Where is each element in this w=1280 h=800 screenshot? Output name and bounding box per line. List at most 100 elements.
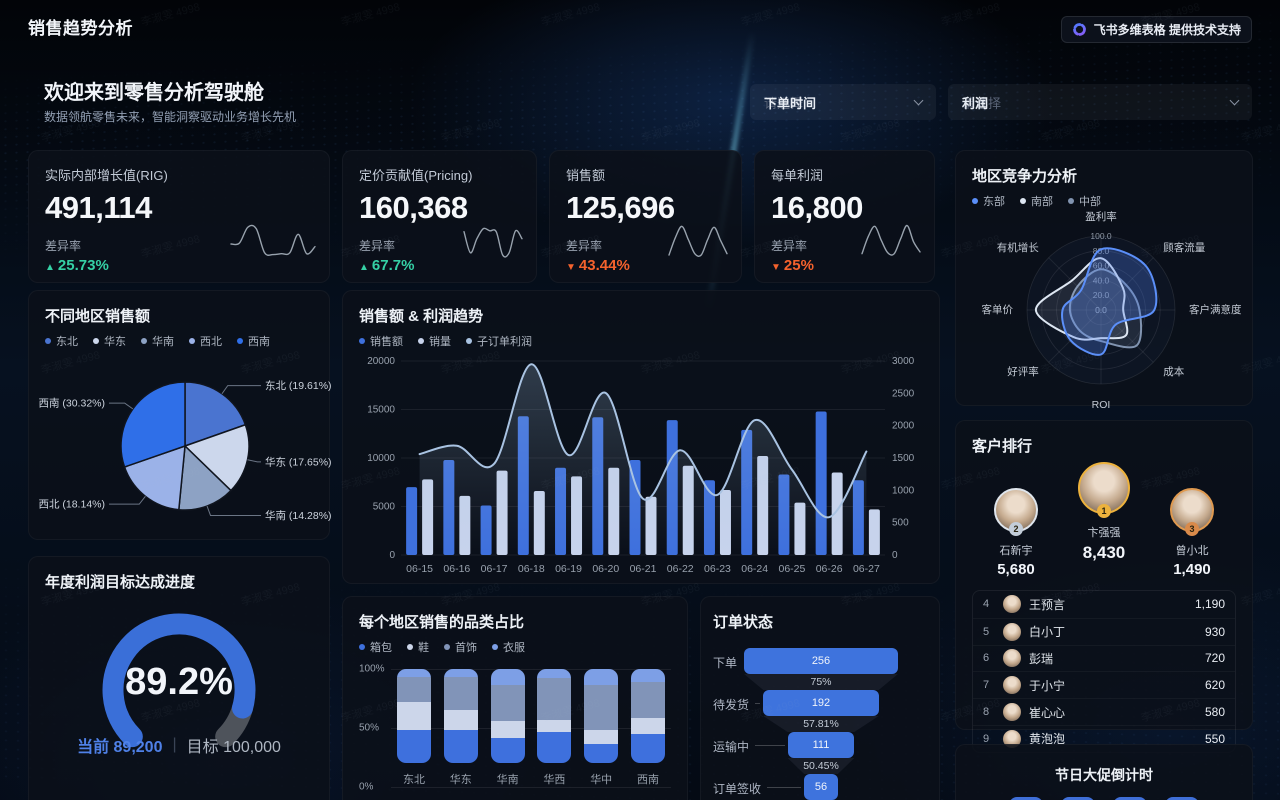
segment-首饰 <box>584 684 619 731</box>
legend-item[interactable]: 西北 <box>189 333 222 349</box>
legend-dot-icon <box>407 644 413 650</box>
bar-volume[interactable] <box>868 509 880 555</box>
funnel-stage-label: 运输中 <box>713 740 750 754</box>
legend-item[interactable]: 中部 <box>1068 193 1101 209</box>
legend-item[interactable]: 首饰 <box>444 639 477 655</box>
ranking-row[interactable]: 4 王预言 1,190 <box>973 591 1235 618</box>
pie-chart[interactable]: 东北 (19.61%) 华东 (17.65%) 华南 (14.28%) 西北 (18.… <box>38 353 331 535</box>
funnel-stage-bar[interactable]: 256 <box>744 648 898 674</box>
pie-legend: 东北 华东 华南 西北 西南 <box>45 333 313 349</box>
right-axis-tick: 2500 <box>892 388 915 399</box>
podium-rank-2[interactable]: 2 石新宇 5,680 <box>972 488 1060 578</box>
ranking-row[interactable]: 9 黄泡泡 550 <box>973 724 1235 752</box>
filter-order-time[interactable]: 下单时间 请选择 <box>750 84 936 120</box>
funnel-chart[interactable]: 75% 256 下单 57.81% 192 待发货 50.45% 111 运输中 56 订单签收 <box>713 648 927 800</box>
medal-icon: 2 <box>1009 522 1023 536</box>
hero-subtitle: 数据领航零售未来，智能洞察驱动业务增长先机 <box>44 110 297 124</box>
y-axis-label: 0% <box>359 781 374 793</box>
segment-箱包 <box>490 737 525 763</box>
avatar: 3 <box>1170 488 1214 536</box>
avatar <box>1003 622 1021 641</box>
countdown-card: 节日大促倒计时 <box>955 744 1253 800</box>
pie-slice[interactable] <box>177 444 232 511</box>
legend-item[interactable]: 华南 <box>141 333 174 349</box>
right-axis-tick: 1000 <box>892 485 915 496</box>
stacked-column[interactable]: 华东 <box>443 669 478 787</box>
avatar: 1 <box>1078 462 1130 518</box>
customer-value: 8,430 <box>1082 543 1126 562</box>
stacked-column[interactable]: 西南 <box>630 669 665 787</box>
stacked-chart[interactable]: 100% 50% 0% 东北 华东 华南 华西 华中 西南 <box>359 664 671 793</box>
y-axis-label: 50% <box>359 722 380 734</box>
kpi-title: 实际内部增长值(RIG) <box>45 168 168 183</box>
pie-label-line <box>206 505 261 516</box>
ranking-row[interactable]: 6 彭瑞 720 <box>973 644 1235 672</box>
legend-item[interactable]: 南部 <box>1020 193 1053 209</box>
right-axis-tick: 1500 <box>892 453 915 464</box>
ranking-row[interactable]: 8 崔心心 580 <box>973 698 1235 725</box>
segment-鞋 <box>490 720 525 738</box>
legend-item[interactable]: 销售额 <box>359 333 403 349</box>
card-title: 年度利润目标达成进度 <box>45 574 196 591</box>
countdown-digit-box <box>1061 797 1095 800</box>
legend-dot-icon <box>492 644 498 650</box>
funnel-stage-bar[interactable]: 111 <box>787 732 855 758</box>
radar-grid-ring <box>1041 250 1161 370</box>
legend-item[interactable]: 子订单利润 <box>466 333 532 349</box>
legend-item[interactable]: 华东 <box>93 333 126 349</box>
pie-slice[interactable] <box>183 423 250 492</box>
pie-slice[interactable] <box>120 381 186 468</box>
legend-item[interactable]: 鞋 <box>407 639 429 655</box>
funnel-stage-bar[interactable]: 56 <box>804 774 838 800</box>
stacked-column[interactable]: 华南 <box>490 669 525 787</box>
radar-axis-label: 成本 <box>1163 365 1185 378</box>
conversion-rate: 50.45% <box>803 760 839 772</box>
customer-value: 720 <box>1204 651 1225 666</box>
kpi-value: 491,114 <box>45 190 152 225</box>
gauge-chart[interactable] <box>45 598 315 754</box>
customer-name: 王预言 <box>1029 597 1066 612</box>
customer-value: 580 <box>1204 705 1225 720</box>
legend-item[interactable]: 箱包 <box>359 639 392 655</box>
pie-label: 西南 (30.32%) <box>38 397 105 410</box>
ranking-row[interactable]: 5 白小丁 930 <box>973 617 1235 645</box>
radar-spoke <box>1048 257 1102 311</box>
funnel-card: 订单状态 75% 256 下单 57.81% 192 待发货 50.45% 111 运输中 56 订… <box>700 596 940 800</box>
stacked-column[interactable]: 东北 <box>397 669 431 787</box>
funnel-stage-bar[interactable]: 192 <box>763 690 879 716</box>
funnel-stage-label: 订单签收 <box>713 782 762 796</box>
segment-箱包 <box>537 731 572 763</box>
pie-label: 华东 (17.65%) <box>265 455 332 468</box>
legend-item[interactable]: 衣服 <box>492 639 525 655</box>
support-badge[interactable]: 飞书多维表格 提供技术支持 <box>1060 16 1252 43</box>
kpi-delta: 25% <box>771 257 918 274</box>
legend-item[interactable]: 东部 <box>972 193 1005 209</box>
customer-value: 620 <box>1204 678 1225 693</box>
legend-item[interactable]: 东北 <box>45 333 78 349</box>
stacked-column[interactable]: 华中 <box>584 669 619 787</box>
legend-item[interactable]: 西南 <box>237 333 270 349</box>
card-title: 不同地区销售额 <box>45 308 151 325</box>
right-axis-tick: 0 <box>892 550 898 561</box>
radar-axis-label: 客户满意度 <box>1189 303 1242 316</box>
radar-series-南部[interactable] <box>1034 257 1129 341</box>
legend-label: 东部 <box>983 196 1005 208</box>
filter-profit[interactable]: 利润 请选择 <box>948 84 1252 120</box>
ranking-row[interactable]: 7 于小宁 620 <box>973 671 1235 698</box>
stacked-column[interactable]: 华西 <box>537 669 572 787</box>
kpi-value: 125,696 <box>566 190 675 225</box>
watermark: 李淑雯 4998 <box>139 1 202 29</box>
bar-sales[interactable] <box>406 487 418 555</box>
kpi-delta: 25.73% <box>45 257 313 274</box>
radar-series-东部[interactable] <box>1061 247 1158 356</box>
radar-tick-label: 60.0 <box>1093 261 1110 271</box>
avatar <box>1003 595 1021 614</box>
legend-item[interactable]: 销量 <box>418 333 451 349</box>
podium-rank-3[interactable]: 3 曾小北 1,490 <box>1148 488 1236 578</box>
left-axis-tick: 5000 <box>373 502 396 513</box>
podium-rank-1[interactable]: 1 卞强强 8,430 <box>1060 462 1148 578</box>
watermark: 李淑雯 4998 <box>0 462 2 493</box>
trend-chart[interactable]: 0 5000 10000 15000 20000 0 500 1000 1500 2000 2500… <box>359 351 925 583</box>
legend-label: 子订单利润 <box>477 336 532 348</box>
